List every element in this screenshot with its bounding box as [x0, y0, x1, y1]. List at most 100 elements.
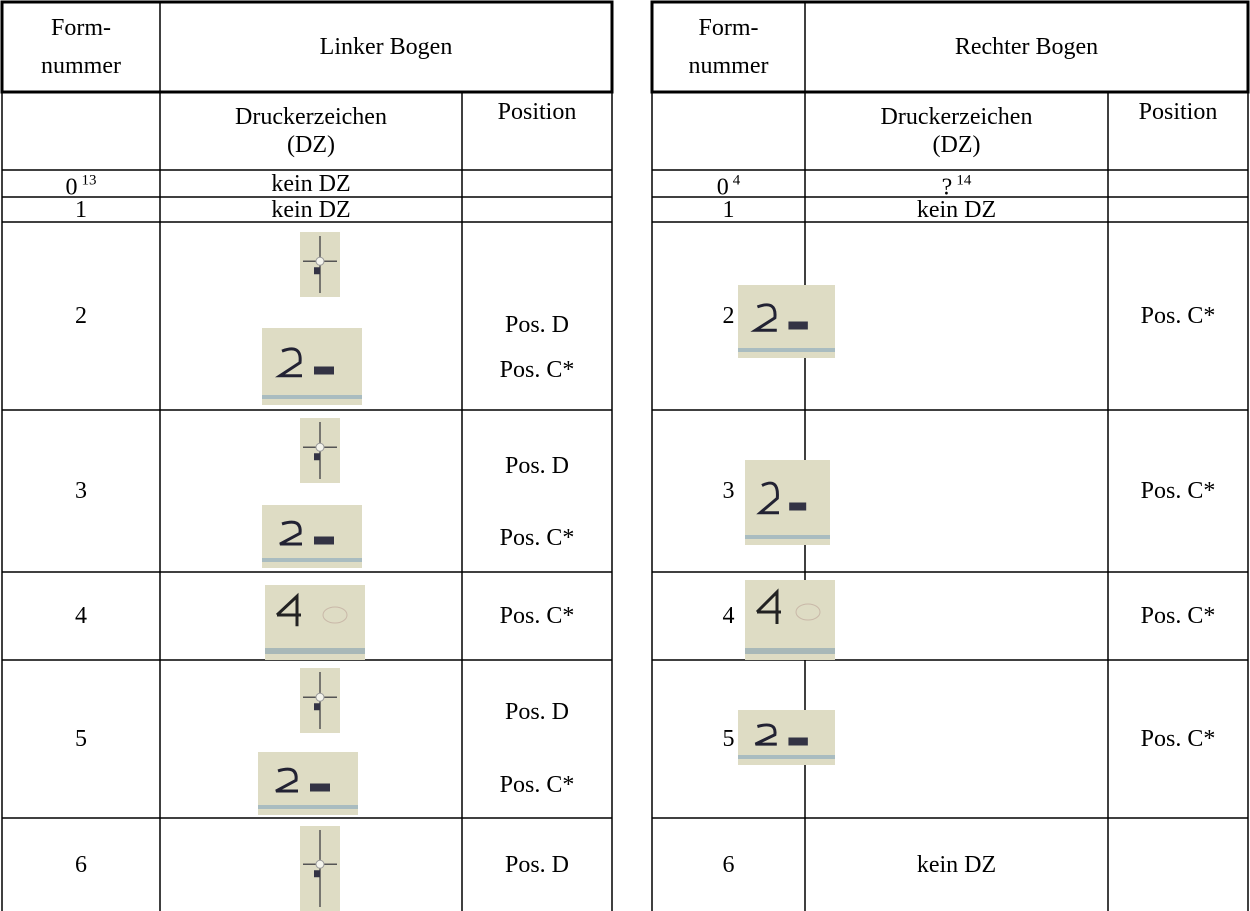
- position-text: Pos. C*: [500, 525, 575, 551]
- form-number: 5: [723, 726, 735, 752]
- image-background: [738, 285, 835, 358]
- position-cell: Pos. D: [505, 698, 569, 726]
- form-number: 5: [75, 726, 87, 752]
- mark-cell: kein DZ: [917, 851, 996, 879]
- mark-letters: [788, 322, 807, 330]
- cross-center: [316, 693, 324, 701]
- position-text: Pos. C*: [500, 603, 575, 629]
- position-cell: Pos. C*: [1141, 725, 1216, 753]
- position-text: Pos. C*: [1141, 726, 1216, 752]
- sheet-title: Rechter Bogen: [955, 33, 1098, 61]
- form-cell: 1: [75, 196, 87, 224]
- form-cell: 6: [723, 851, 735, 879]
- position-cell: Pos. C*: [500, 524, 575, 552]
- edge: [738, 755, 835, 759]
- edge: [262, 558, 362, 562]
- stamp-image: [300, 826, 340, 911]
- cross-mark: [314, 453, 320, 460]
- position-text: Pos. C*: [1141, 478, 1216, 504]
- position-text: Pos. C*: [500, 772, 575, 798]
- stamp-image: [262, 505, 362, 568]
- position-text: Pos. D: [505, 699, 569, 725]
- position-cell: Pos. D: [505, 851, 569, 879]
- stamp-image: [258, 752, 358, 815]
- stamp-image: [300, 418, 340, 483]
- mark-letters: [314, 367, 334, 375]
- form-number: 2: [75, 303, 87, 329]
- form-cell: 6: [75, 851, 87, 879]
- position-text: Pos. D: [505, 312, 569, 338]
- form-cell: 2: [723, 302, 735, 330]
- position-header: Position: [498, 98, 577, 126]
- position-text: Pos. C*: [1141, 303, 1216, 329]
- mark-letters: [789, 503, 806, 511]
- mark-letters: [310, 784, 330, 792]
- form-number: 2: [723, 303, 735, 329]
- title-text: Rechter Bogen: [955, 34, 1098, 60]
- form-number: 6: [75, 852, 87, 878]
- header-line: (DZ): [933, 132, 981, 158]
- mark-text: kein DZ: [917, 852, 996, 878]
- image-background: [262, 328, 362, 405]
- edge: [745, 535, 830, 539]
- header-line: Form-: [51, 15, 111, 41]
- mark-letters: [314, 537, 334, 545]
- position-cell: Pos. D: [505, 311, 569, 339]
- cross-mark: [314, 703, 320, 710]
- form-header: Form-nummer: [689, 9, 769, 85]
- header-line: Druckerzeichen: [235, 104, 387, 130]
- mark-cell: kein DZ: [917, 196, 996, 224]
- mark-text: kein DZ: [917, 197, 996, 223]
- cross-mark: [314, 267, 320, 274]
- stamp-image: [300, 232, 340, 297]
- form-number: 4: [723, 603, 735, 629]
- position-text: Pos. C*: [1141, 603, 1216, 629]
- form-cell: 5: [723, 725, 735, 753]
- edge: [262, 395, 362, 399]
- stamp-image: [300, 668, 340, 733]
- header-text: Position: [498, 99, 577, 125]
- form-cell: 5: [75, 725, 87, 753]
- form-cell: 1: [723, 196, 735, 224]
- position-cell: Pos. C*: [1141, 302, 1216, 330]
- stamp-image: [738, 285, 835, 358]
- header-text: Position: [1139, 99, 1218, 125]
- form-number: 3: [75, 478, 87, 504]
- form-number: 4: [75, 603, 87, 629]
- edge: [265, 648, 365, 654]
- sheet-title: Linker Bogen: [320, 33, 453, 61]
- position-cell: Pos. D: [505, 452, 569, 480]
- position-cell: Pos. C*: [1141, 602, 1216, 630]
- stamp-image: [262, 328, 362, 405]
- header-line: Druckerzeichen: [881, 104, 1033, 130]
- mark-cell: kein DZ: [271, 196, 350, 224]
- footnote: 14: [956, 172, 971, 188]
- stamp-image: [265, 585, 365, 660]
- cross-center: [316, 443, 324, 451]
- form-cell: 4: [723, 602, 735, 630]
- edge: [745, 648, 835, 654]
- form-number: 1: [75, 197, 87, 223]
- form-number: 6: [723, 852, 735, 878]
- header-line: nummer: [41, 53, 121, 79]
- edge: [258, 805, 358, 809]
- form-cell: 3: [75, 477, 87, 505]
- position-header: Position: [1139, 98, 1218, 126]
- stamp-image: [745, 580, 835, 660]
- stamp-image: [745, 460, 830, 545]
- position-text: Pos. D: [505, 852, 569, 878]
- mark-text: kein DZ: [271, 197, 350, 223]
- form-number: 1: [723, 197, 735, 223]
- mark-letters: [788, 738, 807, 746]
- header-line: (DZ): [287, 132, 335, 158]
- cross-center: [316, 257, 324, 265]
- position-cell: Pos. C*: [1141, 477, 1216, 505]
- stamp-image: [738, 710, 835, 765]
- position-cell: Pos. C*: [500, 771, 575, 799]
- mark-cell: kein DZ: [271, 170, 350, 198]
- form-header: Form-nummer: [41, 9, 121, 85]
- mark-header: Druckerzeichen(DZ): [235, 103, 387, 159]
- image-background: [745, 460, 830, 545]
- title-text: Linker Bogen: [320, 34, 453, 60]
- mark-header: Druckerzeichen(DZ): [881, 103, 1033, 159]
